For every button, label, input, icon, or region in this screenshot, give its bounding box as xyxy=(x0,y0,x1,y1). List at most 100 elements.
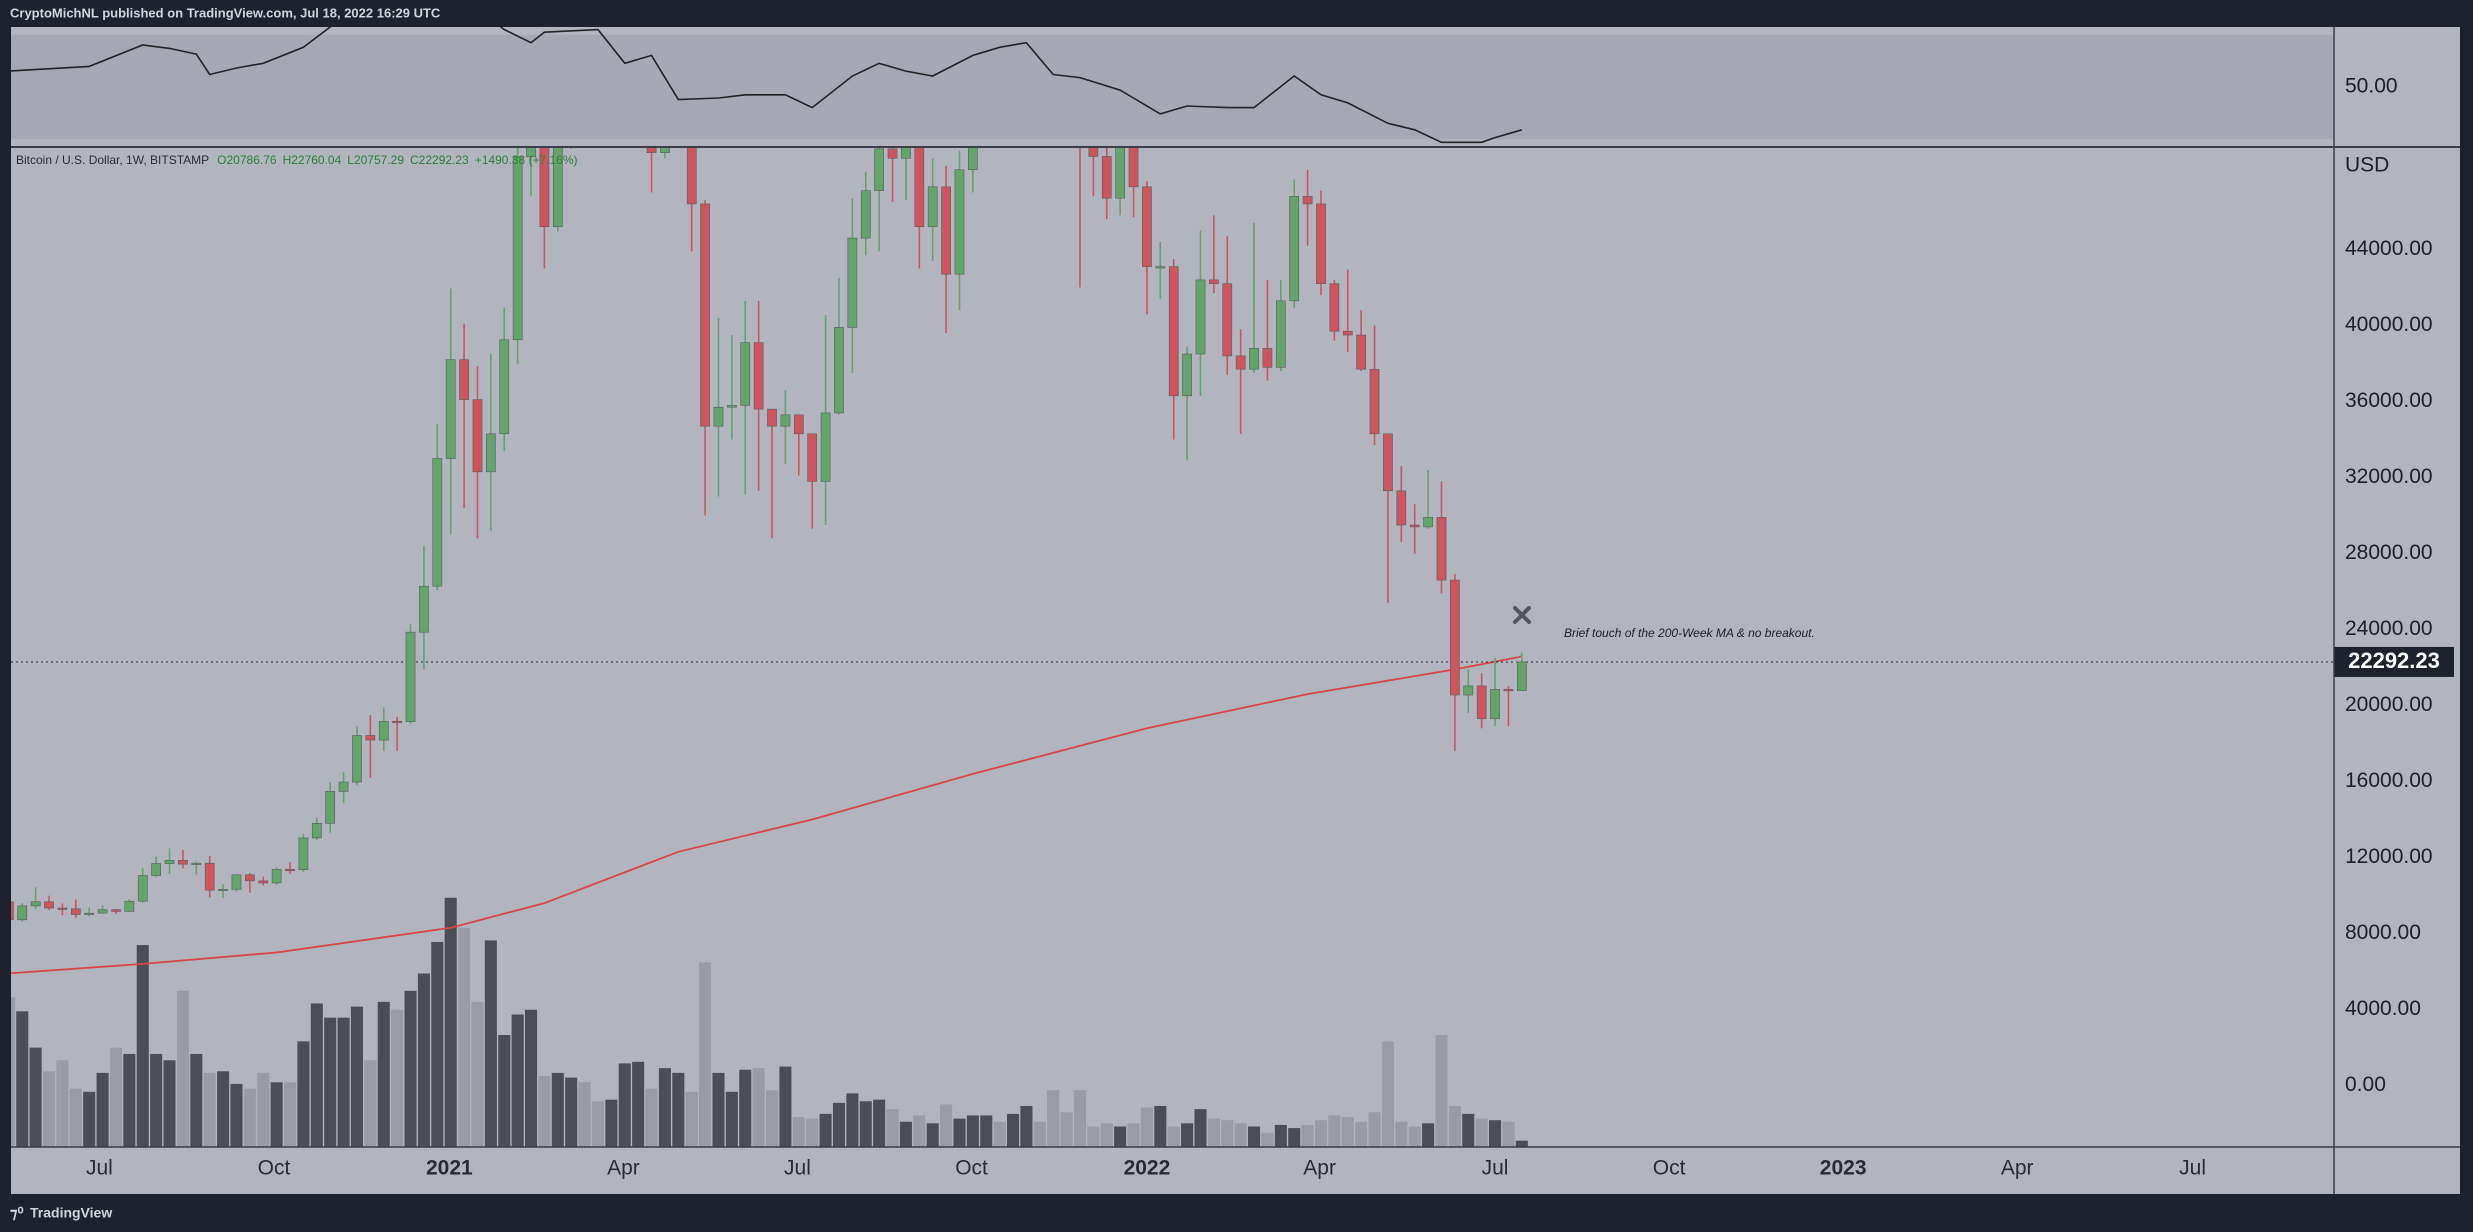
candle-body xyxy=(1409,524,1420,528)
volume-bar xyxy=(1114,1126,1127,1147)
volume-bar xyxy=(525,1009,538,1147)
legend-change: +1490.38 (+7.16%) xyxy=(475,153,578,167)
price-pane xyxy=(11,148,2334,1147)
volume-bar xyxy=(551,1072,564,1147)
candle-body xyxy=(1155,266,1166,269)
volume-bar xyxy=(270,1082,283,1147)
y-tick-label: 36000.00 xyxy=(2345,389,2433,412)
candle-body xyxy=(1142,186,1152,267)
candle-body xyxy=(178,860,188,865)
volume-bar xyxy=(1502,1121,1515,1147)
volume-bar xyxy=(16,1011,29,1147)
volume-bar xyxy=(792,1117,805,1147)
volume-bar xyxy=(993,1121,1006,1147)
candle-body xyxy=(512,156,523,341)
volume-bar xyxy=(1274,1124,1287,1147)
candle-body xyxy=(17,905,28,921)
y-tick-label: 16000.00 xyxy=(2345,769,2433,792)
candle-body xyxy=(218,888,228,892)
x-tick-label: Oct xyxy=(1653,1157,1686,1180)
volume-bar xyxy=(1047,1090,1060,1147)
volume-bar xyxy=(565,1077,578,1147)
volume-bar xyxy=(11,997,15,1147)
x-tick-label: Apr xyxy=(2001,1157,2034,1180)
volume-bar xyxy=(712,1072,725,1147)
candle-body xyxy=(325,791,336,824)
volume-bar xyxy=(1448,1105,1461,1147)
candle-body xyxy=(1262,348,1273,368)
candle-body xyxy=(84,912,95,915)
legend-high: H22760.04 xyxy=(283,153,342,167)
x-tick-label: Apr xyxy=(607,1157,640,1180)
candle-body xyxy=(419,585,429,633)
volume-bar xyxy=(324,1017,337,1147)
volume-bar xyxy=(257,1072,270,1147)
volume-bar xyxy=(1368,1112,1381,1147)
candle-body xyxy=(700,203,710,427)
candle-body xyxy=(338,781,349,792)
candle-body xyxy=(1329,283,1340,332)
candle-body xyxy=(1396,490,1407,526)
y-tick-label: 44000.00 xyxy=(2345,237,2433,260)
oscillator-band xyxy=(11,34,2334,140)
candle-body xyxy=(539,148,550,228)
volume-bar xyxy=(42,1071,56,1147)
candle-body xyxy=(231,874,242,890)
y-tick-label: 32000.00 xyxy=(2345,465,2433,488)
volume-bar xyxy=(1301,1124,1314,1147)
x-tick-label: 2021 xyxy=(426,1157,473,1180)
volume-bar xyxy=(1381,1041,1394,1147)
volume-bar xyxy=(1140,1107,1153,1147)
candle-body xyxy=(552,148,563,228)
candle-body xyxy=(1450,579,1460,696)
volume-bar xyxy=(1261,1132,1274,1147)
volume-bar xyxy=(1489,1120,1502,1147)
last-price-tag xyxy=(2334,646,2454,677)
candle-body xyxy=(472,399,483,473)
volume-bar xyxy=(1475,1118,1488,1147)
volume-bar xyxy=(350,1006,363,1147)
y-tick-label: 0.00 xyxy=(2345,1073,2386,1096)
candle-body xyxy=(793,414,804,435)
volume-bar xyxy=(725,1091,738,1147)
volume-bar xyxy=(859,1101,872,1147)
candle-body xyxy=(1249,348,1259,370)
candle-body xyxy=(432,458,443,587)
y-tick-label: 12000.00 xyxy=(2345,845,2433,868)
volume-bar xyxy=(632,1061,645,1147)
volume-bar xyxy=(444,897,457,1147)
candle-body xyxy=(927,186,938,228)
volume-bar xyxy=(779,1066,792,1147)
volume-bar xyxy=(217,1071,230,1147)
y-tick-label: 28000.00 xyxy=(2345,541,2433,564)
volume-bar xyxy=(806,1118,819,1147)
candle-body xyxy=(1115,148,1126,199)
legend: Bitcoin / U.S. Dollar, 1W, BITSTAMP O2078… xyxy=(16,153,577,167)
candle-body xyxy=(1356,334,1367,370)
volume-bar xyxy=(645,1088,658,1147)
volume-bar xyxy=(190,1053,203,1147)
candle-body xyxy=(392,720,402,724)
candle-body xyxy=(124,900,135,912)
volume-bar xyxy=(953,1118,966,1147)
volume-bar xyxy=(337,1017,350,1147)
volume-bar xyxy=(243,1088,256,1147)
volume-bar xyxy=(1060,1112,1073,1147)
volume-bar xyxy=(832,1102,846,1147)
candle-body xyxy=(1383,433,1393,492)
volume-bar xyxy=(498,1035,511,1147)
x-tick-label: Apr xyxy=(1303,1157,1336,1180)
candle-body xyxy=(901,148,911,159)
volume-bar xyxy=(1408,1126,1421,1147)
volume-bar xyxy=(230,1083,243,1147)
volume-bar xyxy=(431,941,444,1147)
publish-info: CryptoMichNL published on TradingView.co… xyxy=(10,5,441,20)
candle-body xyxy=(1436,517,1447,581)
candle-body xyxy=(97,909,108,914)
volume-bar xyxy=(391,1009,404,1147)
x-tick-label: 2022 xyxy=(1124,1157,1171,1180)
brand: TradingView xyxy=(30,1205,112,1221)
candle-body xyxy=(378,720,389,741)
volume-bar xyxy=(591,1101,605,1147)
volume-bar xyxy=(1435,1035,1448,1147)
